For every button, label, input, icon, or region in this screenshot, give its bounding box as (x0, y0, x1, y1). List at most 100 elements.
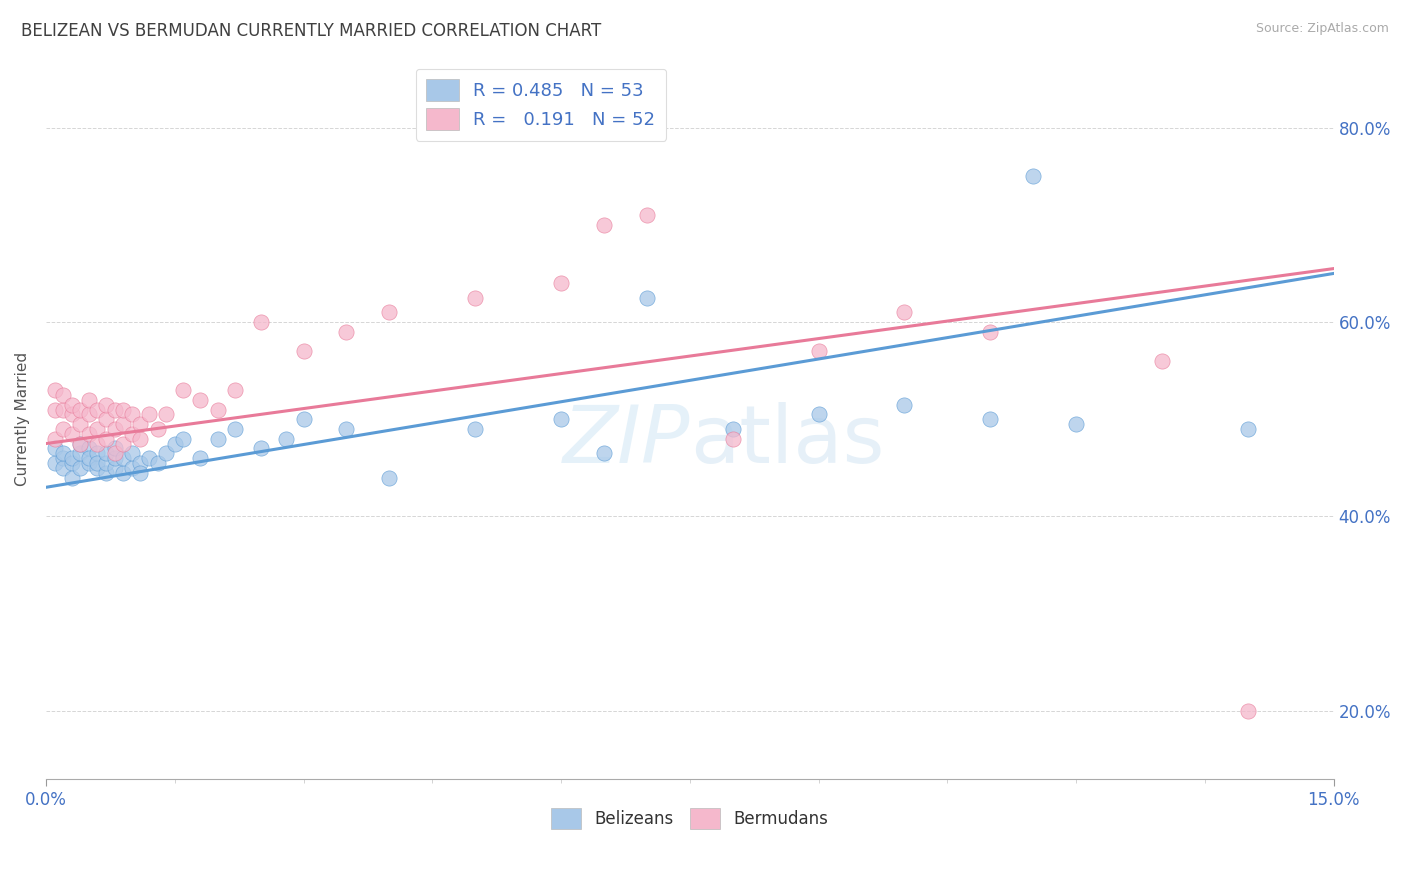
Point (721, 432, 744, 446)
Point (104, 446, 127, 460)
Point (163, 436, 186, 450)
Point (94, 456, 117, 470)
Point (69, 446, 91, 460)
Text: Source: ZipAtlas.com: Source: ZipAtlas.com (1256, 22, 1389, 36)
Point (60, 398, 83, 412)
Point (224, 383, 246, 397)
Point (44, 383, 66, 397)
Point (60, 456, 83, 470)
Point (112, 451, 135, 466)
Point (893, 305, 915, 319)
Point (1236, 704, 1258, 718)
Point (249, 442, 271, 456)
Text: ZIP: ZIP (562, 401, 690, 480)
Point (94, 446, 117, 460)
Point (69, 402, 91, 417)
Point (276, 432, 298, 446)
Point (190, 451, 212, 466)
Point (979, 325, 1001, 339)
Point (249, 315, 271, 329)
Point (1022, 169, 1045, 184)
Point (121, 408, 143, 422)
Point (129, 456, 152, 470)
Point (378, 470, 401, 484)
Point (94, 432, 117, 446)
Text: atlas: atlas (690, 401, 884, 480)
Point (138, 451, 160, 466)
Point (1236, 422, 1258, 436)
Point (86, 436, 108, 450)
Point (112, 436, 135, 450)
Point (550, 276, 572, 290)
Point (44, 442, 66, 456)
Point (207, 402, 229, 417)
Point (292, 344, 315, 359)
Point (721, 422, 744, 436)
Point (60, 470, 83, 484)
Point (104, 461, 127, 475)
Point (155, 408, 177, 422)
Point (52, 402, 75, 417)
Point (69, 436, 91, 450)
Point (77, 442, 100, 456)
Point (593, 218, 616, 232)
Point (104, 451, 127, 466)
Point (1064, 417, 1087, 431)
Point (335, 422, 357, 436)
Point (1150, 354, 1173, 368)
Point (69, 417, 91, 431)
Point (69, 436, 91, 450)
Point (104, 422, 127, 436)
Point (807, 408, 830, 422)
Point (550, 412, 572, 426)
Point (52, 461, 75, 475)
Point (138, 408, 160, 422)
Point (979, 412, 1001, 426)
Point (94, 398, 117, 412)
Point (86, 456, 108, 470)
Point (77, 426, 100, 441)
Point (69, 461, 91, 475)
Point (77, 456, 100, 470)
Point (77, 392, 100, 407)
Point (636, 291, 658, 305)
Point (94, 466, 117, 480)
Point (464, 291, 486, 305)
Point (52, 422, 75, 436)
Point (190, 392, 212, 407)
Point (292, 412, 315, 426)
Point (224, 422, 246, 436)
Point (636, 208, 658, 222)
Point (52, 388, 75, 402)
Point (129, 466, 152, 480)
Point (52, 451, 75, 466)
Y-axis label: Currently Married: Currently Married (15, 352, 30, 486)
Point (77, 451, 100, 466)
Point (112, 466, 135, 480)
Point (593, 446, 616, 460)
Point (172, 383, 194, 397)
Point (893, 398, 915, 412)
Point (207, 432, 229, 446)
Point (104, 442, 127, 456)
Text: BELIZEAN VS BERMUDAN CURRENTLY MARRIED CORRELATION CHART: BELIZEAN VS BERMUDAN CURRENTLY MARRIED C… (21, 22, 602, 40)
Point (94, 412, 117, 426)
Point (86, 422, 108, 436)
Legend: Belizeans, Bermudans: Belizeans, Bermudans (544, 802, 835, 835)
Point (121, 426, 143, 441)
Point (60, 451, 83, 466)
Point (464, 422, 486, 436)
Point (155, 446, 177, 460)
Point (44, 432, 66, 446)
Point (129, 432, 152, 446)
Point (86, 461, 108, 475)
Point (60, 426, 83, 441)
Point (86, 446, 108, 460)
Point (121, 446, 143, 460)
Point (44, 456, 66, 470)
Point (86, 402, 108, 417)
Point (146, 456, 169, 470)
Point (60, 408, 83, 422)
Point (146, 422, 169, 436)
Point (172, 432, 194, 446)
